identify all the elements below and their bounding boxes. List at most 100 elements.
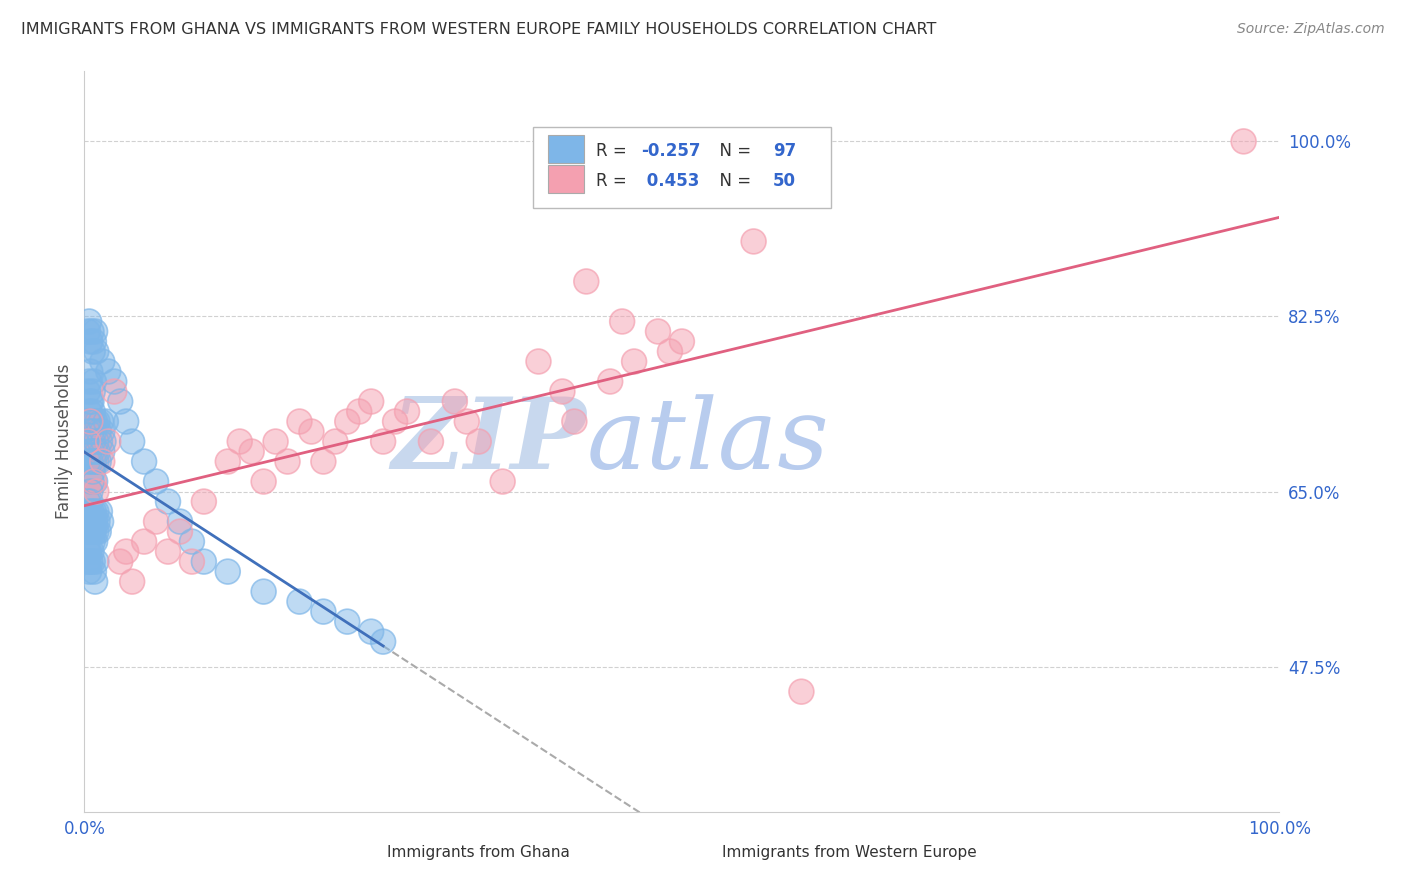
Point [91, 354, 114, 368]
Point [82, 344, 104, 359]
Point [121, 434, 143, 449]
Point [90, 515, 112, 529]
Point [253, 584, 276, 599]
Point [82, 515, 104, 529]
Point [157, 494, 180, 508]
Point [77, 505, 100, 519]
Point [301, 425, 323, 439]
Point [229, 434, 252, 449]
Point [229, 434, 252, 449]
Point [83, 454, 105, 468]
Point [79, 334, 101, 349]
Point [77, 325, 100, 339]
Point [373, 434, 395, 449]
Point [77, 375, 100, 389]
Point [659, 344, 682, 359]
Point [84, 475, 107, 489]
Point [90, 415, 112, 429]
Point [1233, 135, 1256, 149]
Point [157, 544, 180, 558]
Point [87, 454, 110, 468]
Point [373, 634, 395, 648]
Point [84, 515, 107, 529]
Point [80, 394, 103, 409]
Point [80, 544, 103, 558]
Point [77, 415, 100, 429]
Point [312, 605, 335, 619]
FancyBboxPatch shape [548, 135, 583, 163]
Text: atlas: atlas [586, 394, 830, 489]
Point [77, 524, 100, 539]
Point [564, 415, 586, 429]
Point [312, 605, 335, 619]
Point [97, 434, 120, 449]
Point [77, 555, 100, 569]
Text: Immigrants from Ghana: Immigrants from Ghana [387, 845, 571, 860]
FancyBboxPatch shape [688, 847, 714, 869]
Point [86, 344, 108, 359]
Point [83, 475, 105, 489]
Point [87, 425, 110, 439]
Point [384, 415, 406, 429]
Point [77, 415, 100, 429]
Point [91, 454, 114, 468]
Point [564, 415, 586, 429]
Point [132, 534, 156, 549]
Point [82, 534, 104, 549]
Point [82, 415, 104, 429]
Point [145, 475, 167, 489]
Point [77, 444, 100, 458]
Point [647, 325, 669, 339]
Point [612, 314, 634, 328]
Point [360, 394, 382, 409]
Point [80, 524, 103, 539]
Point [181, 534, 204, 549]
Point [169, 515, 191, 529]
Point [288, 415, 311, 429]
Y-axis label: Family Households: Family Households [55, 364, 73, 519]
Point [87, 524, 110, 539]
Point [77, 544, 100, 558]
FancyBboxPatch shape [329, 847, 356, 869]
Point [86, 454, 108, 468]
Point [79, 484, 101, 499]
Point [82, 534, 104, 549]
Point [82, 434, 104, 449]
Point [91, 425, 114, 439]
Point [444, 394, 467, 409]
Point [373, 434, 395, 449]
Point [115, 544, 138, 558]
Point [83, 565, 105, 579]
Point [551, 384, 574, 399]
Point [77, 555, 100, 569]
Point [86, 484, 108, 499]
Point [86, 505, 108, 519]
Point [145, 515, 167, 529]
Point [77, 494, 100, 508]
Point [790, 684, 813, 698]
Point [83, 524, 105, 539]
Point [301, 425, 323, 439]
Text: Immigrants from Western Europe: Immigrants from Western Europe [721, 845, 977, 860]
Point [217, 565, 239, 579]
Point [623, 354, 645, 368]
Point [79, 415, 101, 429]
Point [79, 515, 101, 529]
Point [110, 394, 132, 409]
Text: N =: N = [710, 172, 756, 190]
Point [121, 574, 143, 589]
Point [86, 515, 108, 529]
Point [77, 375, 100, 389]
Point [80, 505, 103, 519]
Point [82, 465, 104, 479]
Point [790, 684, 813, 698]
Point [77, 434, 100, 449]
Point [86, 444, 108, 458]
Point [288, 594, 311, 608]
Point [86, 454, 108, 468]
Point [456, 415, 478, 429]
Point [82, 384, 104, 399]
FancyBboxPatch shape [533, 127, 831, 209]
Point [77, 384, 100, 399]
Point [80, 444, 103, 458]
